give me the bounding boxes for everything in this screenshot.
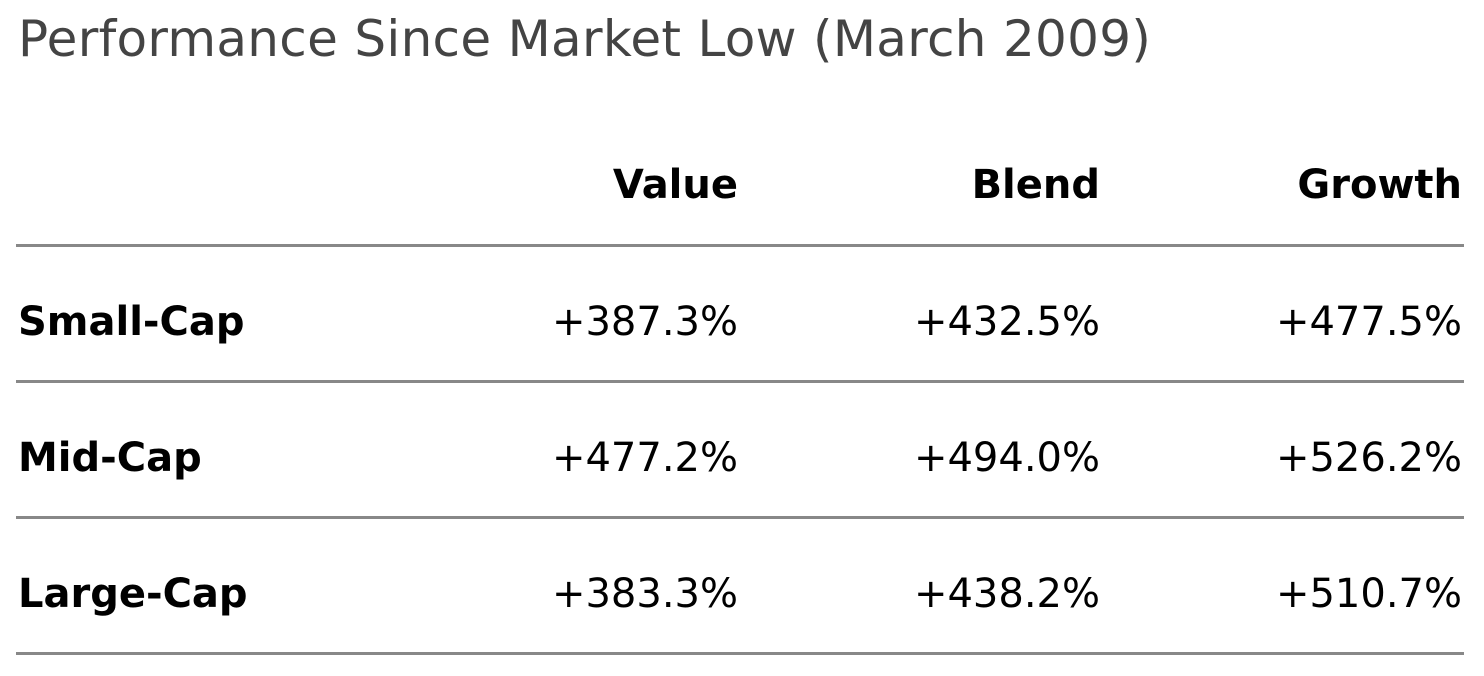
row-label: Small-Cap [18, 299, 245, 345]
rule [16, 516, 1464, 519]
cell-value: +477.5% [1275, 299, 1462, 345]
cell-value: +494.0% [913, 435, 1100, 481]
title: Performance Since Market Low (March 2009… [18, 10, 1152, 68]
row-label: Large-Cap [18, 571, 248, 617]
column-header: Blend [971, 162, 1100, 208]
row-label: Mid-Cap [18, 435, 202, 481]
rule [16, 652, 1464, 655]
column-header: Value [612, 162, 738, 208]
cell-value: +432.5% [913, 299, 1100, 345]
cell-value: +477.2% [551, 435, 738, 481]
column-header: Growth [1297, 162, 1462, 208]
cell-value: +387.3% [551, 299, 738, 345]
cell-value: +383.3% [551, 571, 738, 617]
rule [16, 380, 1464, 383]
cell-value: +510.7% [1275, 571, 1462, 617]
rule [16, 244, 1464, 247]
cell-value: +438.2% [913, 571, 1100, 617]
cell-value: +526.2% [1275, 435, 1462, 481]
